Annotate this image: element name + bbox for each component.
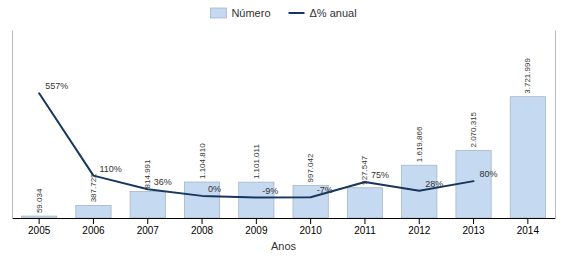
bar-label: 1.101.011 [252, 144, 261, 180]
x-tick-label: 2009 [245, 225, 268, 236]
line-label: -7% [317, 185, 333, 195]
bar [130, 191, 165, 218]
x-tick-mark [364, 218, 365, 224]
legend-item: Δ% anual [289, 7, 357, 19]
legend: Número Δ% anual [210, 7, 356, 19]
line-label: 36% [154, 177, 172, 187]
bar-label: 1.619.866 [415, 126, 424, 162]
bar-label: 814.991 [143, 159, 152, 188]
legend-label: Número [231, 7, 270, 19]
x-tick-mark [93, 218, 94, 224]
x-tick: 2013 [462, 218, 485, 236]
x-tick-label: 2007 [137, 225, 160, 236]
x-tick: 2008 [191, 218, 214, 236]
bar-label: 997.042 [306, 153, 315, 182]
x-axis: 2005 2006 2007 2008 2009 2010 2011 2012 2013 2014 [13, 218, 556, 236]
y-axis [12, 31, 13, 219]
bar [76, 205, 111, 218]
data-labels: 59.034 387.722 814.991 1.104.810 1.101.011 99… [35, 58, 533, 214]
line-label: 80% [480, 169, 498, 179]
x-tick-mark [202, 218, 203, 224]
y2-axis-line [555, 31, 556, 219]
line-label: -9% [262, 186, 278, 196]
line-label: 110% [99, 164, 121, 174]
bar-label: 1.104.810 [198, 143, 207, 179]
bar [22, 216, 57, 218]
bar [510, 97, 545, 218]
bar-label: 927.547 [360, 155, 369, 184]
x-tick-label: 2013 [462, 225, 485, 236]
x-tick: 2006 [82, 218, 105, 236]
x-axis-title: Anos [271, 240, 297, 252]
x-tick-label: 2014 [517, 225, 540, 236]
line-label: 75% [371, 170, 389, 180]
x-tick: 2005 [28, 218, 51, 236]
chart-svg: 59.034 387.722 814.991 1.104.810 1.101.011 99… [0, 0, 567, 256]
x-tick: 2014 [517, 218, 540, 236]
x-tick-mark [527, 218, 528, 224]
bar-label: 2.070.315 [469, 111, 478, 147]
line-label: 0% [208, 184, 221, 194]
x-tick-mark [256, 218, 257, 224]
marks [22, 93, 546, 218]
x-tick-mark [473, 218, 474, 224]
line [39, 93, 473, 197]
x-tick: 2010 [300, 218, 323, 236]
x-tick: 2012 [408, 218, 431, 236]
x-tick: 2011 [354, 218, 376, 236]
x-tick-mark [310, 218, 311, 224]
line-label: 557% [45, 81, 68, 91]
x-tick-mark [147, 218, 148, 224]
legend-label: Δ% anual [310, 7, 357, 19]
x-tick-mark [419, 218, 420, 224]
x-tick-label: 2006 [82, 225, 105, 236]
legend-item: Número [210, 7, 270, 19]
bar-label: 387.722 [89, 173, 98, 202]
x-tick: 2007 [137, 218, 160, 236]
bar-label: 3.721.999 [523, 58, 532, 94]
bar [347, 188, 382, 218]
x-tick-mark [39, 218, 40, 224]
line-label: 28% [425, 179, 443, 189]
x-tick-label: 2008 [191, 225, 214, 236]
y2-axis [555, 31, 556, 219]
bar-label: 59.034 [35, 188, 44, 213]
y-axis-line [12, 31, 13, 219]
chart-container: 59.034 387.722 814.991 1.104.810 1.101.011 99… [0, 0, 567, 256]
legend-swatch [210, 8, 226, 18]
x-tick-label: 2011 [354, 225, 376, 236]
x-tick-label: 2005 [28, 225, 51, 236]
x-tick-label: 2012 [408, 225, 431, 236]
x-tick: 2009 [245, 218, 268, 236]
x-tick-label: 2010 [300, 225, 323, 236]
bar-series [22, 97, 546, 218]
legend-swatch [289, 12, 305, 14]
